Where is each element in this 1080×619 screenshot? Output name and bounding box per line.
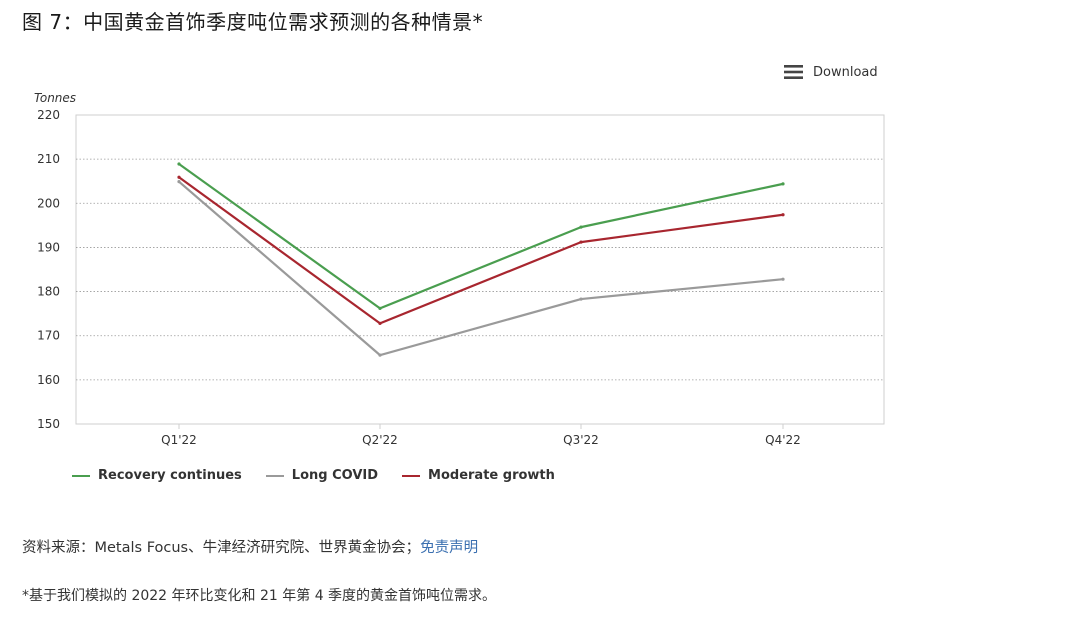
legend-label: Long COVID [291, 468, 379, 483]
legend-item-moderate-growth[interactable]: Moderate growth [402, 468, 555, 483]
legend-label: Recovery continues [98, 468, 242, 483]
y-tick-label: 150 [37, 417, 60, 431]
footnote: *基于我们模拟的 2022 年环比变化和 21 年第 4 季度的黄金首饰吨位需求… [22, 588, 497, 604]
y-axis-title: Tonnes [34, 91, 77, 105]
y-tick-label: 170 [37, 329, 60, 343]
y-tick-label: 200 [37, 196, 60, 210]
data-point-recovery-continues [781, 182, 785, 186]
y-tick-label: 190 [37, 240, 60, 254]
data-point-moderate-growth [378, 321, 382, 325]
data-point-moderate-growth [781, 213, 785, 217]
data-point-long-covid [579, 297, 583, 301]
disclaimer-link[interactable]: 免责声明 [420, 540, 479, 556]
legend-item-recovery-continues[interactable]: Recovery continues [72, 468, 242, 483]
legend-swatch [402, 474, 421, 477]
download-button[interactable]: Download [784, 62, 878, 82]
download-label: Download [813, 64, 878, 80]
legend-item-long-covid[interactable]: Long COVID [265, 468, 379, 483]
data-point-recovery-continues [177, 162, 181, 166]
plot-area [75, 114, 885, 425]
series-line-recovery-continues [177, 162, 785, 310]
chart-title: 图 7：中国黄金首饰季度吨位需求预测的各种情景* [22, 10, 484, 34]
source-note: 资料来源：Metals Focus、牛津经济研究院、世界黄金协会；免责声明 [22, 536, 478, 557]
data-point-moderate-growth [177, 175, 181, 179]
y-tick-label: 220 [37, 108, 60, 122]
data-point-long-covid [177, 180, 181, 184]
series-line-moderate-growth [177, 176, 785, 325]
data-point-moderate-growth [579, 240, 583, 244]
x-tick-label: Q3'22 [563, 433, 599, 447]
x-tick-label: Q4'22 [765, 433, 801, 447]
x-tick-label: Q2'22 [362, 433, 398, 447]
legend-swatch [265, 474, 284, 477]
y-tick-label: 180 [37, 285, 60, 299]
data-point-long-covid [781, 277, 785, 281]
data-point-long-covid [378, 353, 382, 357]
source-text: 资料来源：Metals Focus、牛津经济研究院、世界黄金协会； [22, 540, 421, 556]
series-line-long-covid [177, 180, 785, 357]
legend: Recovery continues Long COVID Moderate gro… [72, 468, 579, 483]
y-tick-label: 210 [37, 152, 60, 166]
data-point-recovery-continues [378, 306, 382, 310]
x-tick-label: Q1'22 [161, 433, 197, 447]
legend-label: Moderate growth [428, 468, 555, 483]
data-point-recovery-continues [579, 225, 583, 229]
legend-swatch [72, 474, 90, 477]
menu-icon [784, 65, 803, 79]
y-tick-label: 160 [37, 373, 60, 387]
